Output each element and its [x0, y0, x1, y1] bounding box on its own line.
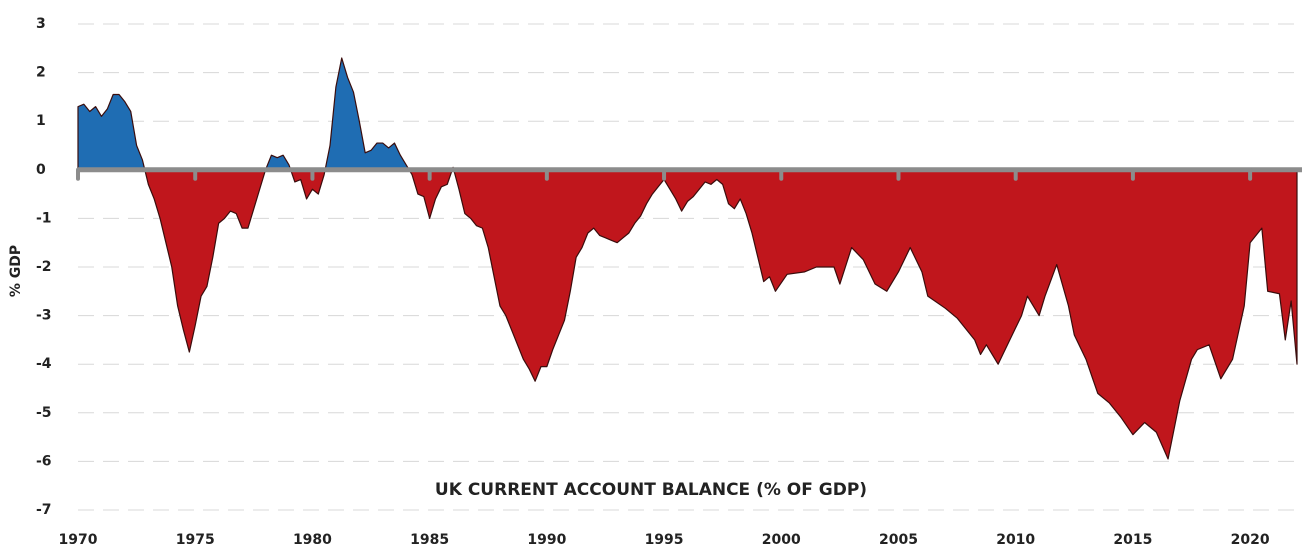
- area: [77, 57, 1298, 460]
- x-tick-label: 1970: [59, 532, 98, 548]
- x-tick-label: 1985: [410, 532, 449, 548]
- x-tick-label: 2010: [996, 532, 1035, 548]
- x-tick-label: 2015: [1113, 532, 1152, 548]
- y-tick-label: 0: [36, 162, 46, 178]
- x-tick-label: 1990: [527, 532, 566, 548]
- y-tick-label: 3: [36, 16, 46, 32]
- x-tick-label: 2020: [1231, 532, 1270, 548]
- chart-title: UK CURRENT ACCOUNT BALANCE (% OF GDP): [435, 480, 867, 500]
- y-tick-label: 1: [36, 113, 46, 129]
- y-tick-label: -7: [36, 502, 52, 518]
- y-tick-label: -2: [36, 259, 52, 275]
- x-tick-label: 1980: [293, 532, 332, 548]
- x-tick-label: 1995: [645, 532, 684, 548]
- x-tick-label: 2000: [762, 532, 801, 548]
- y-axis-label: % GDP: [8, 245, 24, 297]
- y-tick-label: -3: [36, 308, 52, 324]
- x-tick-label: 1975: [176, 532, 215, 548]
- x-tick-label: 2005: [879, 532, 918, 548]
- y-tick-label: 2: [36, 65, 46, 81]
- y-tick-label: -4: [36, 356, 52, 372]
- y-tick-label: -6: [36, 453, 52, 469]
- y-tick-label: -5: [36, 405, 52, 421]
- y-tick-label: -1: [36, 210, 52, 226]
